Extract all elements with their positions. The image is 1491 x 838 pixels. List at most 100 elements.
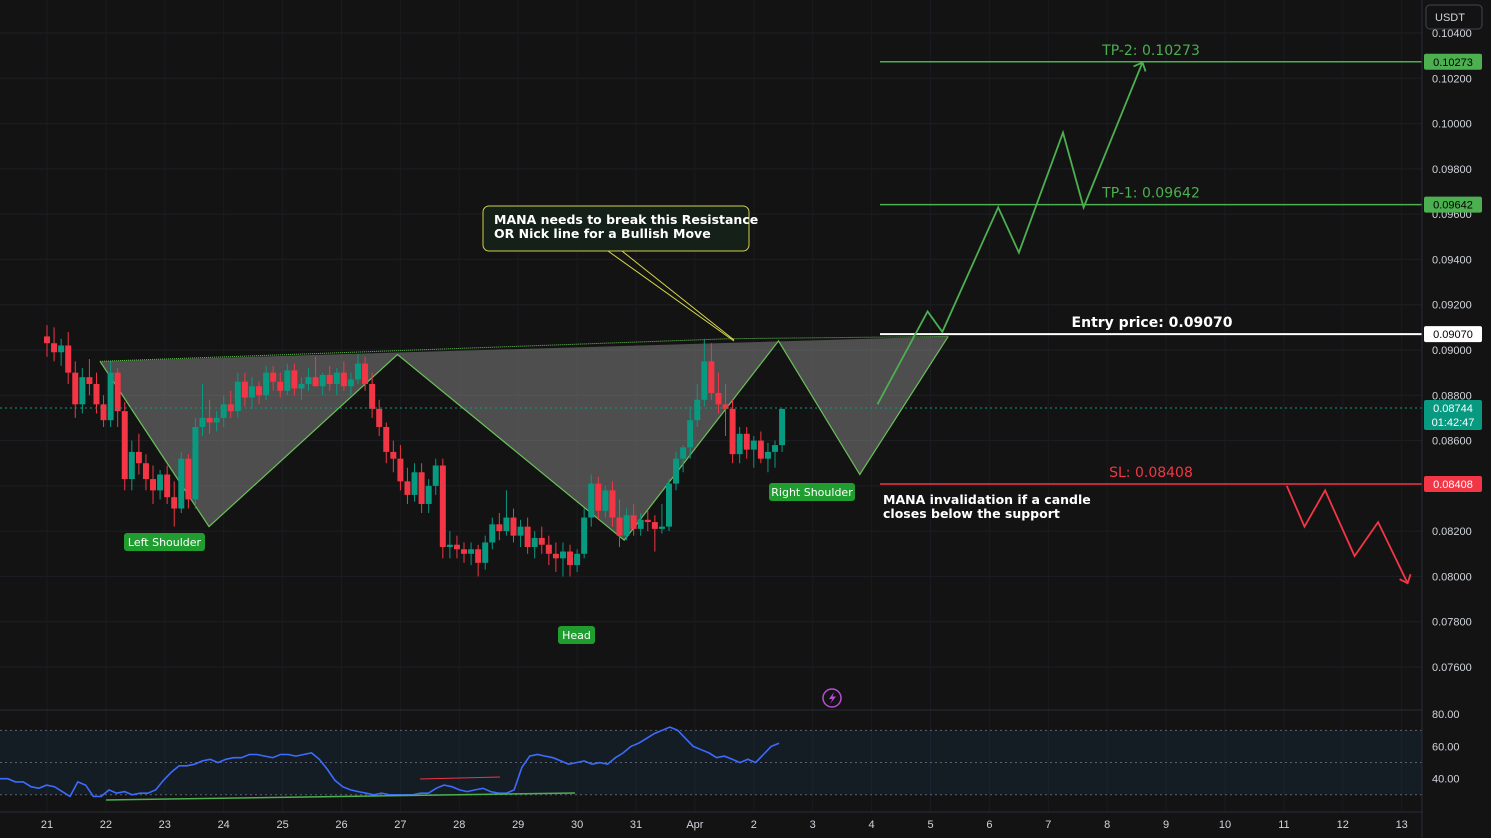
candle-body	[602, 490, 609, 511]
candle-body	[256, 386, 263, 396]
sl-badge-bg	[1424, 476, 1482, 493]
head-badge[interactable]: Head	[558, 626, 595, 644]
price-tick-label: 0.08200	[1432, 526, 1472, 538]
candle-body	[65, 345, 72, 373]
candle-body	[545, 544, 552, 554]
candle-body	[517, 526, 524, 536]
rsi-tick-label: 60.00	[1432, 741, 1460, 753]
date-tick-label: 8	[1104, 819, 1110, 831]
candle-body	[241, 381, 248, 398]
date-tick-label: 22	[100, 819, 112, 831]
lightning-icon[interactable]	[822, 688, 842, 708]
date-tick-label: 5	[927, 819, 933, 831]
candle-body	[79, 377, 86, 405]
candle-body	[680, 447, 687, 459]
candlesticks	[44, 325, 786, 577]
candle-body	[538, 537, 545, 545]
candle-body	[354, 363, 361, 380]
candle-body	[390, 451, 397, 459]
candle-body	[644, 519, 651, 523]
date-tick-label: 26	[335, 819, 347, 831]
date-tick-label: 31	[630, 819, 642, 831]
candle-body	[418, 472, 425, 504]
candle-body	[277, 381, 284, 391]
candle-body	[750, 440, 757, 450]
date-tick-label: 13	[1396, 819, 1408, 831]
right-shoulder-label: Right Shoulder	[771, 486, 853, 499]
rsi-axis-ticks: 80.00 60.00 40.00	[1432, 709, 1460, 785]
candle-body	[72, 372, 79, 405]
price-tick-label: 0.09400	[1432, 254, 1472, 266]
head-label: Head	[562, 629, 591, 642]
rsi-line	[0, 726, 780, 798]
candle-body	[552, 553, 559, 559]
candle-body	[86, 377, 93, 384]
candle-body	[574, 553, 581, 566]
candle-body	[248, 386, 255, 398]
candle-body	[44, 336, 50, 344]
candle-body	[623, 515, 630, 536]
candle-body	[150, 479, 157, 491]
entry-badge-bg	[1424, 326, 1482, 343]
right-shoulder-badge[interactable]: Right Shoulder	[769, 483, 855, 501]
date-tick-label: 21	[41, 819, 53, 831]
candle-body	[665, 483, 672, 527]
candle-body	[637, 519, 644, 529]
candle-body	[531, 537, 538, 547]
candle-body	[715, 393, 722, 405]
currency-button[interactable]: USDT	[1425, 4, 1483, 30]
candle-body	[764, 451, 771, 459]
candle-body	[369, 383, 376, 409]
date-tick-label: 9	[1163, 819, 1169, 831]
price-tick-label: 0.09000	[1432, 345, 1472, 357]
candle-body	[100, 404, 107, 421]
sl-label: SL: 0.08408	[1109, 465, 1193, 481]
head-and-shoulders-area	[100, 336, 949, 541]
date-tick-label: 12	[1337, 819, 1349, 831]
candle-body	[206, 417, 213, 423]
candle-body	[616, 517, 623, 536]
date-tick-label: 23	[159, 819, 171, 831]
sl-badge-text: 0.08408	[1433, 479, 1473, 491]
candle-body	[651, 522, 658, 529]
tp2-label: TP-2: 0.10273	[1101, 43, 1200, 59]
candle-body	[312, 377, 319, 387]
candle-body	[524, 526, 531, 547]
candle-body	[510, 517, 517, 536]
candle-body	[333, 372, 340, 384]
date-tick-label: Apr	[686, 819, 703, 831]
price-tick-label: 0.09800	[1432, 164, 1472, 176]
candle-body	[164, 474, 171, 498]
rsi-tick-label: 80.00	[1432, 709, 1460, 721]
price-tick-label: 0.10000	[1432, 119, 1472, 131]
candle-body	[687, 420, 694, 448]
candle-body	[673, 458, 680, 484]
tp1-label: TP-1: 0.09642	[1101, 186, 1200, 202]
candle-body	[722, 404, 729, 409]
candle-body	[326, 374, 333, 384]
entry-label: Entry price: 0.09070	[1072, 315, 1233, 331]
resistance-callout-line-1: MANA needs to break this Resistance	[494, 212, 758, 227]
date-tick-label: 27	[394, 819, 406, 831]
left-shoulder-badge[interactable]: Left Shoulder	[124, 533, 205, 551]
resistance-callout-line-2: OR Nick line for a Bullish Move	[494, 226, 711, 241]
candle-body	[658, 526, 665, 529]
entry-badge-text: 0.09070	[1433, 329, 1473, 341]
price-tick-label: 0.07800	[1432, 617, 1472, 629]
date-tick-label: 30	[571, 819, 583, 831]
candle-body	[383, 426, 390, 452]
date-tick-label: 6	[986, 819, 992, 831]
date-tick-label: 11	[1278, 819, 1289, 831]
candle-body	[397, 458, 404, 482]
date-gridlines	[46, 0, 1403, 812]
candle-body	[772, 445, 779, 452]
tp1-badge-text: 0.09642	[1433, 200, 1473, 212]
price-tick-label: 0.08000	[1432, 571, 1472, 583]
candle-body	[496, 524, 503, 532]
candle-body	[291, 370, 298, 389]
candle-body	[319, 374, 326, 387]
candle-body	[305, 377, 312, 384]
resistance-callout-box[interactable]	[482, 205, 750, 252]
candle-body	[432, 465, 439, 486]
